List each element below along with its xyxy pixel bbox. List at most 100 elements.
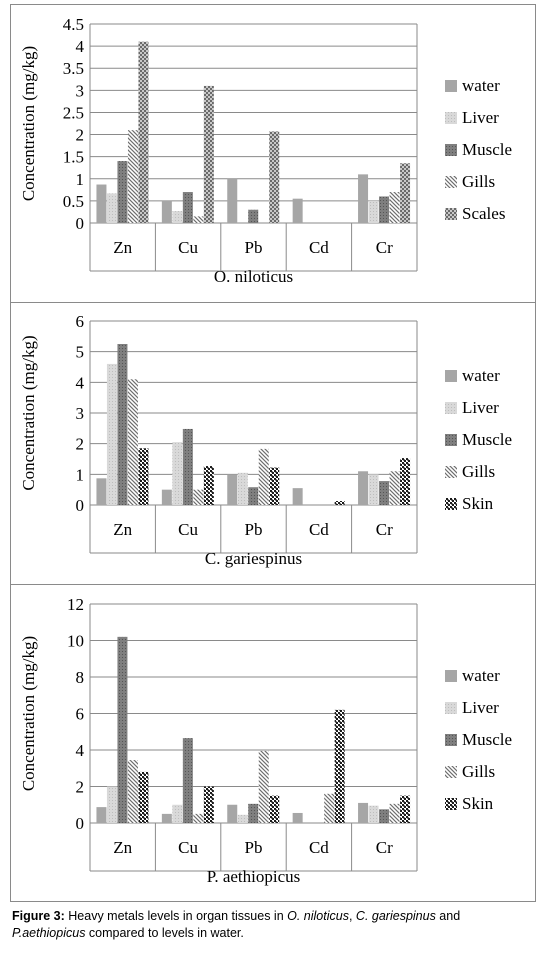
caption-species: O. niloticus — [287, 909, 349, 923]
bar-gills-cd — [324, 793, 335, 823]
legend-swatch-water — [445, 370, 457, 382]
x-tick-label-zn: Zn — [113, 238, 132, 257]
legend-swatch-liver — [445, 112, 457, 124]
x-tick-label-pb: Pb — [245, 838, 263, 857]
bar-water-cd — [292, 198, 303, 223]
x-tick-label-cr: Cr — [376, 838, 393, 857]
x-tick-label-cd: Cd — [309, 520, 329, 539]
x-tick-label-cu: Cu — [178, 838, 198, 857]
y-tick-label: 0 — [76, 214, 85, 233]
bar-scales-cu — [203, 85, 214, 224]
bar-muscle-zn — [117, 344, 128, 505]
figure-caption: Figure 3: Heavy metals levels in organ t… — [12, 908, 536, 942]
legend-label-muscle: Muscle — [462, 430, 512, 449]
bar-water-pb — [227, 474, 238, 505]
bar-water-pb — [227, 804, 238, 823]
bar-liver-cu — [172, 442, 183, 505]
legend-label-scales: Scales — [462, 204, 505, 223]
bar-scales-zn — [138, 41, 149, 223]
bar-liver-cr — [368, 805, 379, 823]
caption-species: P.aethiopicus — [12, 926, 86, 940]
legend-label-gills: Gills — [462, 762, 495, 781]
y-axis-label: Concentration (mg/kg) — [19, 335, 38, 490]
bar-gills-zn — [127, 760, 138, 823]
bar-liver-cu — [172, 211, 183, 223]
bar-muscle-pb — [248, 803, 259, 823]
bar-skin-cu — [203, 466, 214, 505]
y-tick-label: 4 — [76, 37, 85, 56]
bar-muscle-pb — [248, 487, 259, 505]
y-tick-label: 5 — [76, 343, 85, 362]
caption-species: C. gariespinus — [355, 909, 436, 923]
y-tick-label: 10 — [67, 632, 84, 651]
legend-swatch-water — [445, 670, 457, 682]
y-tick-label: 3 — [76, 404, 85, 423]
y-tick-label: 2 — [76, 778, 85, 797]
y-tick-label: 2 — [76, 126, 85, 145]
panel-title: O. niloticus — [214, 267, 293, 286]
caption-text: and — [435, 909, 461, 923]
y-tick-label: 1.5 — [63, 148, 84, 167]
y-tick-label: 0 — [76, 814, 85, 833]
y-tick-label: 2 — [76, 435, 85, 454]
bar-muscle-pb — [248, 209, 259, 223]
legend-label-liver: Liver — [462, 698, 499, 717]
y-tick-label: 4.5 — [63, 15, 84, 34]
bar-skin-cd — [334, 501, 345, 505]
legend-swatch-muscle — [445, 434, 457, 446]
legend-label-muscle: Muscle — [462, 140, 512, 159]
legend-label-skin: Skin — [462, 494, 494, 513]
bar-gills-pb — [258, 448, 269, 505]
bar-gills-cr — [389, 803, 400, 823]
y-tick-label: 4 — [76, 373, 85, 392]
bar-muscle-cu — [182, 192, 193, 223]
caption-text: compared to levels in water. — [85, 926, 244, 940]
legend-swatch-gills — [445, 766, 457, 778]
x-tick-label-zn: Zn — [113, 838, 132, 857]
bar-gills-zn — [127, 130, 138, 223]
x-tick-label-zn: Zn — [113, 520, 132, 539]
legend-swatch-skin — [445, 798, 457, 810]
bar-gills-cu — [193, 216, 204, 223]
bar-gills-cu — [193, 489, 204, 505]
bar-liver-cr — [368, 200, 379, 223]
legend-swatch-muscle — [445, 144, 457, 156]
legend-label-water: water — [462, 76, 500, 95]
legend-swatch-gills — [445, 176, 457, 188]
x-tick-label-pb: Pb — [245, 520, 263, 539]
y-tick-label: 0.5 — [63, 192, 84, 211]
bar-water-cr — [358, 471, 369, 505]
bar-gills-cr — [389, 471, 400, 505]
y-tick-label: 6 — [76, 312, 85, 331]
y-tick-label: 1 — [76, 170, 85, 189]
x-tick-label-cr: Cr — [376, 520, 393, 539]
chart-c-gariespinus: 0 1 2 3 4 5 6 Zn Cu Pb Cd Cr Concentration (mg/kg) C.… — [19, 312, 512, 568]
bar-muscle-cu — [182, 428, 193, 505]
x-tick-label-cd: Cd — [309, 838, 329, 857]
bar-water-cr — [358, 802, 369, 823]
figure-frame — [10, 4, 536, 902]
legend-label-water: water — [462, 366, 500, 385]
y-axis-label: Concentration (mg/kg) — [19, 46, 38, 201]
legend-label-gills: Gills — [462, 172, 495, 191]
y-tick-label: 2.5 — [63, 103, 84, 122]
bar-water-zn — [96, 807, 107, 823]
bar-muscle-cr — [379, 481, 390, 505]
bar-water-cr — [358, 174, 369, 223]
x-tick-label-pb: Pb — [245, 238, 263, 257]
bar-water-zn — [96, 184, 107, 223]
y-tick-label: 1 — [76, 465, 85, 484]
bar-skin-pb — [269, 467, 280, 505]
panel-divider — [10, 302, 536, 303]
legend-swatch-scales — [445, 208, 457, 220]
legend-label-gills: Gills — [462, 462, 495, 481]
bar-water-cu — [161, 489, 172, 505]
caption-text: Heavy metals levels in organ tissues in — [64, 909, 288, 923]
bar-muscle-cr — [379, 196, 390, 223]
bar-skin-cr — [400, 795, 411, 823]
legend-swatch-skin — [445, 498, 457, 510]
panel-title: C. gariespinus — [205, 549, 302, 568]
y-tick-label: 4 — [76, 741, 85, 760]
chart-p-aethiopicus: 0 2 4 6 8 10 12 Zn Cu Pb Cd Cr Concentration (mg/kg)… — [19, 595, 512, 886]
x-tick-label-cd: Cd — [309, 238, 329, 257]
